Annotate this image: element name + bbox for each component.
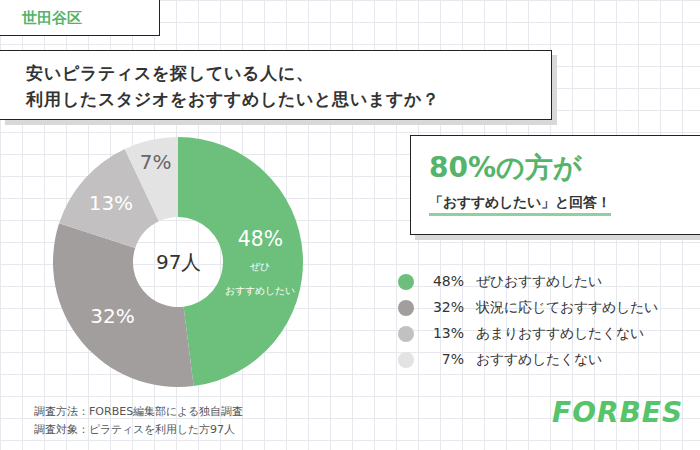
html-text:世田谷区: 世田谷区 <box>22 9 82 27</box>
html-text:FORBES: FORBES <box>552 396 684 429</box>
svg-text:97人: 97人 <box>156 250 201 274</box>
html-text:あまりおすすめしたくない: あまりおすすめしたくない <box>476 325 644 341</box>
svg-text:13%: 13% <box>89 191 133 215</box>
svg-text:32%: 32% <box>90 304 134 328</box>
html-text:48%: 48% <box>432 273 464 289</box>
html-text:調査方法：FORBES編集部による独自調査: 調査方法：FORBES編集部による独自調査 <box>34 405 244 418</box>
html-text:13%: 13% <box>432 325 464 341</box>
html-text:32%: 32% <box>432 299 464 315</box>
svg-text:7%: 7% <box>140 150 172 174</box>
html-text:安いピラティスを探している人に、: 安いピラティスを探している人に、 <box>26 63 314 83</box>
html-text:「おすすめしたい」と回答！: 「おすすめしたい」と回答！ <box>429 194 611 210</box>
html-text:80%の方が: 80%の方が <box>429 151 582 184</box>
html-text:おすすめしたくない: おすすめしたくない <box>476 351 602 367</box>
html-text:ぜひおすすめしたい: ぜひおすすめしたい <box>476 273 602 289</box>
svg-text:48%ぜひおすすめしたい: 48%ぜひおすすめしたい <box>225 227 295 296</box>
html-text:7%: 7% <box>441 351 464 367</box>
html-text:利用したスタジオをおすすめしたいと思いますか？: 利用したスタジオをおすすめしたいと思いますか？ <box>26 89 440 109</box>
html-text:状況に応じておすすめしたい: 状況に応じておすすめしたい <box>476 299 658 315</box>
html-text:調査対象：ピラティスを利用した方97人: 調査対象：ピラティスを利用した方97人 <box>34 423 235 436</box>
